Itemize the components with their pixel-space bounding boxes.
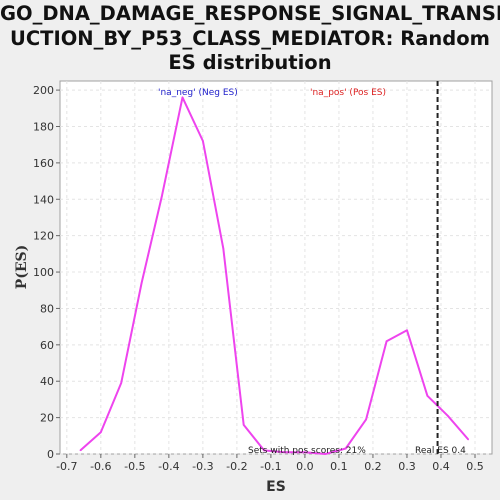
- annotation-real-es: Real ES 0.4: [415, 446, 466, 456]
- y-tick-label: 80: [40, 302, 54, 315]
- x-tick-label: -0.2: [226, 460, 247, 473]
- data-point: [140, 282, 143, 284]
- data-point: [181, 96, 184, 99]
- y-tick-label: 180: [33, 120, 54, 133]
- x-tick-label: 0.5: [466, 460, 484, 473]
- data-point: [365, 418, 367, 421]
- x-axis-label: ES: [266, 479, 286, 495]
- x-tick-label: -0.1: [260, 460, 281, 473]
- plot-area: [59, 80, 493, 455]
- data-point: [406, 329, 408, 332]
- annotation-neg: 'na_neg' (Neg ES): [158, 88, 238, 98]
- x-tick-label: -0.7: [56, 460, 77, 473]
- x-tick-label: 0.1: [330, 460, 348, 473]
- data-point: [79, 449, 82, 452]
- data-point: [467, 438, 469, 441]
- y-axis-ticks: 0 20 40 60 80 100 120 140 160 180 200: [33, 84, 60, 461]
- data-point: [242, 424, 245, 426]
- data-point: [202, 140, 204, 142]
- y-tick-label: 200: [33, 84, 54, 97]
- data-point: [426, 394, 429, 397]
- data-point: [304, 451, 306, 453]
- x-tick-label: -0.4: [158, 460, 179, 473]
- data-point: [344, 447, 347, 450]
- data-point: [222, 247, 225, 250]
- y-tick-label: 160: [33, 157, 54, 170]
- data-point: [263, 449, 265, 452]
- y-tick-label: 20: [40, 412, 54, 425]
- data-point: [446, 414, 449, 417]
- data-point: [100, 431, 102, 433]
- y-tick-label: 140: [33, 193, 54, 206]
- annotation-pos: 'na_pos' (Pos ES): [310, 88, 386, 98]
- y-tick-label: 120: [33, 230, 54, 243]
- y-tick-label: 60: [40, 339, 54, 352]
- x-axis-ticks: -0.7 -0.6 -0.5 -0.4 -0.3 -0.2 -0.1 0.0 0.1 0.2 0.3…: [56, 454, 484, 473]
- series-group: [79, 96, 469, 455]
- x-tick-label: 0.4: [432, 460, 450, 473]
- annotation-sets-with-pos: Sets with pos scores: 21%: [248, 446, 366, 456]
- x-tick-label: 0.0: [296, 460, 314, 473]
- x-tick-label: -0.6: [90, 460, 111, 473]
- x-tick-label: -0.3: [192, 460, 213, 473]
- y-tick-label: 40: [40, 375, 54, 388]
- y-tick-label: 0: [47, 448, 54, 461]
- x-tick-label: 0.3: [398, 460, 416, 473]
- data-point: [161, 194, 163, 197]
- y-axis-label: P(ES): [14, 245, 30, 290]
- data-point: [283, 451, 286, 453]
- x-tick-label: 0.2: [364, 460, 382, 473]
- data-point: [324, 453, 327, 455]
- chart-title: GO_DNA_DAMAGE_RESPONSE_SIGNAL_TRANSD UCT…: [0, 2, 500, 74]
- data-point: [120, 382, 123, 384]
- x-tick-label: -0.5: [124, 460, 145, 473]
- data-point: [385, 340, 388, 342]
- series-line: [79, 96, 469, 455]
- y-tick-label: 100: [33, 266, 54, 279]
